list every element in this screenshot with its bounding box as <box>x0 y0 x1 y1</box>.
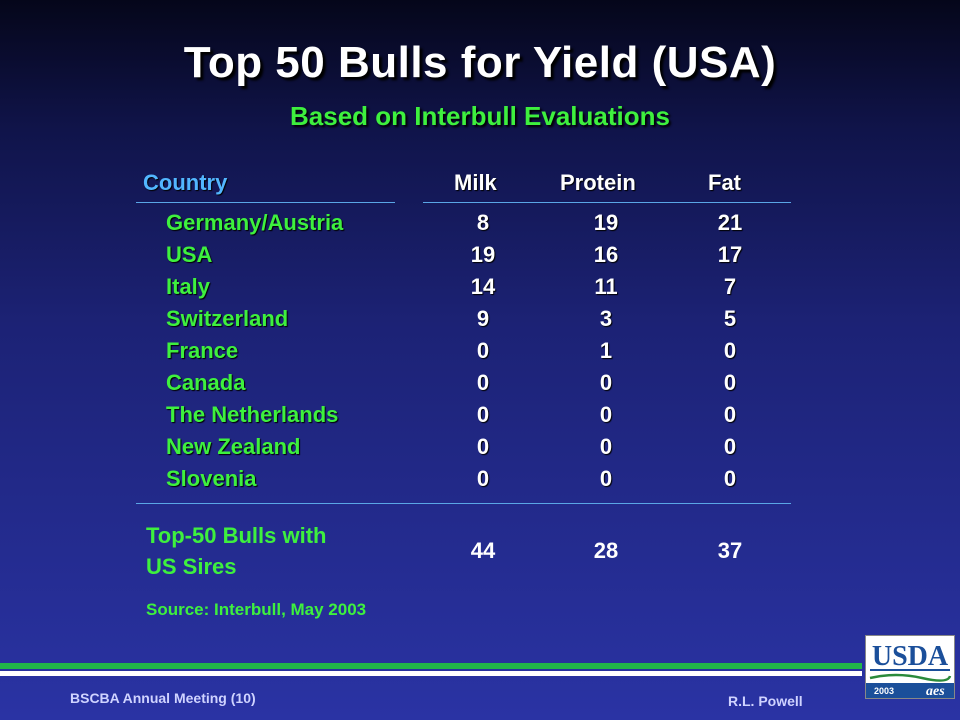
protein-column: 19 16 11 3 1 0 0 0 0 <box>566 207 646 495</box>
total-label: Top-50 Bulls with US Sires <box>146 520 326 582</box>
total-label-line1: Top-50 Bulls with <box>146 523 327 548</box>
aes-mark: aes <box>926 684 945 698</box>
footer-white-band <box>0 671 862 676</box>
footer-green-band <box>0 663 862 669</box>
usda-logo-icon: USDA 2003 aes <box>866 641 954 699</box>
usda-logo-year: 2003 <box>874 686 894 696</box>
protein-cell: 19 <box>593 210 619 235</box>
fat-cell: 0 <box>723 370 737 395</box>
table-row-country: France <box>166 338 239 363</box>
footer-meeting: BSCBA Annual Meeting (10) <box>70 690 256 706</box>
header-protein: Protein <box>560 170 636 195</box>
table-row-country: Switzerland <box>166 306 289 331</box>
header-rule-left <box>136 202 395 203</box>
milk-cell: 0 <box>476 370 490 395</box>
milk-cell: 0 <box>476 466 490 491</box>
fat-cell: 7 <box>723 274 737 299</box>
fat-cell: 0 <box>723 434 737 459</box>
table-row-country: Slovenia <box>166 466 257 491</box>
fat-cell: 5 <box>723 306 737 331</box>
protein-cell: 0 <box>599 402 613 427</box>
milk-cell: 0 <box>476 402 490 427</box>
protein-cell: 3 <box>599 306 613 331</box>
header-country: Country <box>143 170 228 195</box>
protein-cell: 0 <box>599 466 613 491</box>
protein-cell: 16 <box>593 242 619 267</box>
milk-column: 8 19 14 9 0 0 0 0 0 <box>443 207 523 495</box>
country-column: Germany/Austria USA Italy Switzerland Fr… <box>166 207 343 495</box>
fat-cell: 0 <box>723 402 737 427</box>
table-row-country: Canada <box>166 370 246 395</box>
slide-subtitle: Based on Interbull Evaluations <box>290 101 670 131</box>
milk-cell: 0 <box>476 338 490 363</box>
table-row-country: New Zealand <box>166 434 301 459</box>
fat-cell: 21 <box>717 210 743 235</box>
usda-logo: USDA 2003 aes <box>865 635 955 699</box>
fat-cell: 17 <box>717 242 743 267</box>
total-rule <box>136 503 791 504</box>
milk-cell: 8 <box>476 210 490 235</box>
milk-cell: 14 <box>470 274 496 299</box>
slide-title: Top 50 Bulls for Yield (USA) <box>183 38 777 87</box>
milk-cell: 9 <box>476 306 490 331</box>
protein-cell: 0 <box>599 434 613 459</box>
table-row-country: Germany/Austria <box>166 210 344 235</box>
source-note: Source: Interbull, May 2003 <box>146 600 367 619</box>
total-label-line2: US Sires <box>146 554 237 579</box>
protein-cell: 0 <box>599 370 613 395</box>
milk-cell: 19 <box>470 242 496 267</box>
footer-author: R.L. Powell <box>728 693 803 709</box>
total-protein: 28 <box>593 538 619 563</box>
header-milk: Milk <box>454 170 497 195</box>
fat-cell: 0 <box>723 466 737 491</box>
milk-cell: 0 <box>476 434 490 459</box>
protein-cell: 11 <box>594 274 618 299</box>
header-rule-right <box>423 202 791 203</box>
fat-column: 21 17 7 5 0 0 0 0 0 <box>690 207 770 495</box>
fat-cell: 0 <box>723 338 737 363</box>
table-row-country: USA <box>166 242 213 267</box>
header-fat: Fat <box>708 170 741 195</box>
table-row-country: Italy <box>166 274 211 299</box>
usda-logo-text: USDA <box>872 641 949 672</box>
total-milk: 44 <box>470 538 496 563</box>
table-row-country: The Netherlands <box>166 402 339 427</box>
total-fat: 37 <box>717 538 743 563</box>
protein-cell: 1 <box>599 338 613 363</box>
